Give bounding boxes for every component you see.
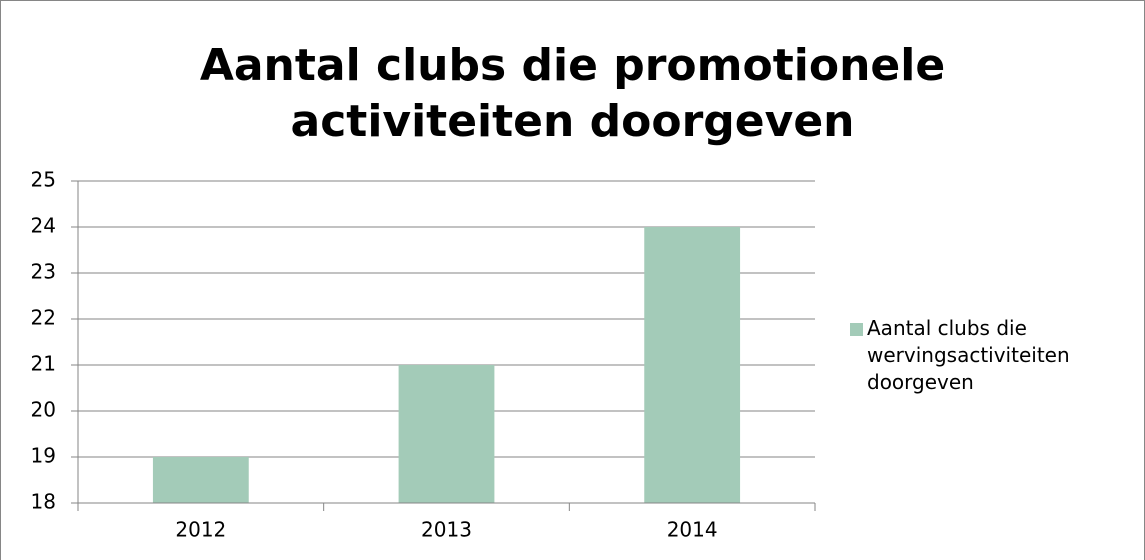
y-tick-label: 23 — [31, 260, 56, 284]
bar — [152, 457, 249, 503]
x-tick-label: 2013 — [421, 518, 472, 542]
bar — [644, 227, 741, 503]
legend: Aantal clubs die wervingsactiviteiten do… — [850, 315, 1070, 396]
legend-label: Aantal clubs die wervingsactiviteiten do… — [867, 316, 1070, 394]
y-tick-label: 22 — [31, 306, 56, 330]
x-tick-label: 2014 — [667, 518, 718, 542]
chart-title: Aantal clubs die promotionele activiteit… — [199, 40, 946, 147]
y-tick-label: 20 — [31, 398, 56, 422]
legend-swatch — [850, 323, 863, 336]
y-tick-label: 25 — [31, 168, 56, 192]
y-tick-label: 24 — [31, 214, 56, 238]
y-tick-label: 18 — [31, 490, 56, 514]
y-tick-label: 19 — [31, 444, 56, 468]
x-tick-label: 2012 — [175, 518, 226, 542]
y-tick-label: 21 — [31, 352, 56, 376]
bar — [398, 365, 495, 503]
